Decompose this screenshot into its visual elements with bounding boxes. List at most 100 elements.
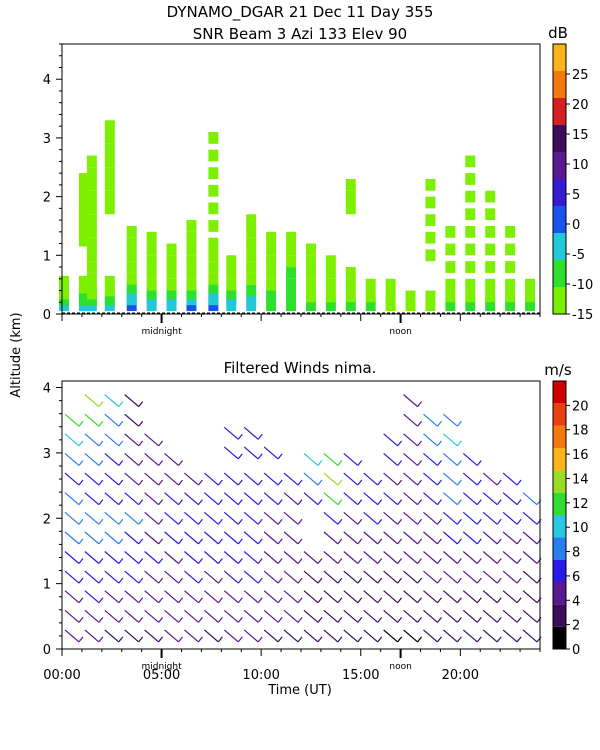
snr-cell: [78, 228, 89, 241]
wind-barb: [323, 472, 339, 486]
wind-barb: [164, 570, 179, 584]
wind-barb: [243, 472, 259, 486]
wind-barb: [104, 492, 120, 506]
wind-barb-flag: [98, 460, 104, 466]
wind-barb-flag: [78, 499, 84, 506]
wind-barb: [223, 446, 239, 460]
wind-barb-flag: [178, 636, 184, 643]
snr-cell: [345, 202, 356, 215]
wind-barb-flag: [317, 479, 323, 486]
wind-barb: [203, 629, 219, 643]
wind-barb-flag: [98, 401, 104, 407]
wind-barb: [263, 446, 279, 460]
snr-cell: [266, 278, 277, 291]
wind-barb: [403, 590, 418, 604]
wind-barb-flag: [217, 558, 223, 564]
wind-barb: [462, 590, 478, 604]
wind-barb: [104, 413, 120, 427]
wind-barb: [383, 629, 399, 643]
snr-cell: [166, 255, 177, 268]
wind-barb-flag: [217, 499, 223, 506]
wind-barb-flag: [158, 577, 164, 584]
wind-barb-flag: [197, 538, 203, 545]
wind-barb-flag: [456, 558, 462, 564]
wind-barb-flag: [516, 499, 522, 506]
wind-barb: [64, 472, 80, 486]
wind-barb: [184, 609, 199, 623]
wind-barb: [283, 551, 299, 564]
wind-barb: [442, 590, 458, 604]
snr-cell: [505, 261, 516, 273]
wind-barb-flag: [397, 479, 403, 486]
wind-barb-flag: [158, 460, 164, 466]
wind-barb-flag: [138, 460, 144, 466]
wind-barb-flag: [436, 499, 442, 506]
wind-barb: [164, 609, 179, 623]
snr-cell: [325, 290, 336, 303]
wind-barb-flag: [436, 479, 442, 486]
snr-cell: [345, 190, 356, 203]
wind-barb: [84, 609, 100, 623]
snr-cell: [208, 237, 219, 250]
snr-colorbar-swatch: [553, 260, 566, 287]
wind-barb-flag: [178, 499, 184, 506]
wind-barb-flag: [78, 518, 84, 525]
wind-barb: [343, 629, 359, 643]
wind-colorbar-swatch: [553, 582, 566, 605]
wind-barb-flag: [197, 479, 203, 486]
snr-cell: [246, 272, 257, 285]
snr-cell: [445, 243, 456, 256]
wind-barb-flag: [456, 518, 462, 525]
wind-barb-flag: [496, 558, 502, 564]
wind-barb-flag: [377, 636, 383, 643]
wind-barb-flag: [436, 460, 442, 466]
snr-cell: [86, 179, 97, 191]
wind-colorbar-tick-label: 2: [572, 619, 580, 634]
wind-barb-flag: [496, 479, 502, 486]
wind-barb-flag: [178, 479, 184, 486]
wind-barb: [343, 551, 359, 564]
wind-barb: [343, 570, 359, 584]
wind-barb: [164, 531, 179, 545]
wind-colorbar-tick-label: 6: [572, 570, 580, 585]
snr-cell: [126, 281, 137, 294]
wind-barb: [522, 629, 538, 643]
winds-y-axis: 0 1 2 3 4: [43, 382, 62, 658]
snr-cell: [266, 255, 277, 268]
snr-cell: [104, 293, 115, 306]
snr-cell: [186, 231, 197, 244]
snr-colorbar-tick-label: 0: [572, 218, 580, 233]
wind-barb: [203, 531, 219, 545]
wind-barb-flag: [158, 479, 164, 486]
wind-barb-flag: [297, 616, 303, 623]
wind-barb: [243, 446, 259, 460]
wind-barb-flag: [178, 558, 184, 564]
snr-cell: [146, 267, 157, 279]
wind-barb: [383, 492, 399, 506]
wind-barb: [223, 426, 239, 440]
wind-barb-flag: [516, 518, 522, 525]
wind-barb: [482, 472, 498, 486]
wind-barb: [462, 452, 478, 466]
snr-cell: [465, 299, 476, 312]
wind-colorbar-tick-label: 10: [572, 521, 589, 536]
snr-cell: [104, 202, 115, 215]
snr-cell: [186, 220, 197, 232]
snr-cell: [208, 261, 219, 273]
wind-barbs: [64, 394, 542, 643]
snr-cell: [86, 281, 97, 294]
wind-barb-flag: [78, 460, 84, 466]
wind-barb: [423, 570, 438, 584]
wind-barb: [164, 590, 179, 604]
snr-cell: [146, 287, 157, 300]
wind-barb-flag: [397, 616, 403, 623]
wind-barb-flag: [78, 538, 84, 545]
wind-barb-flag: [377, 499, 383, 506]
snr-cell: [465, 173, 476, 185]
snr-cell: [86, 202, 97, 215]
wind-barb-flag: [377, 538, 383, 545]
wind-barb: [403, 511, 418, 525]
snr-cell: [266, 243, 277, 256]
wind-barb: [482, 531, 498, 545]
wind-barb: [403, 570, 418, 584]
